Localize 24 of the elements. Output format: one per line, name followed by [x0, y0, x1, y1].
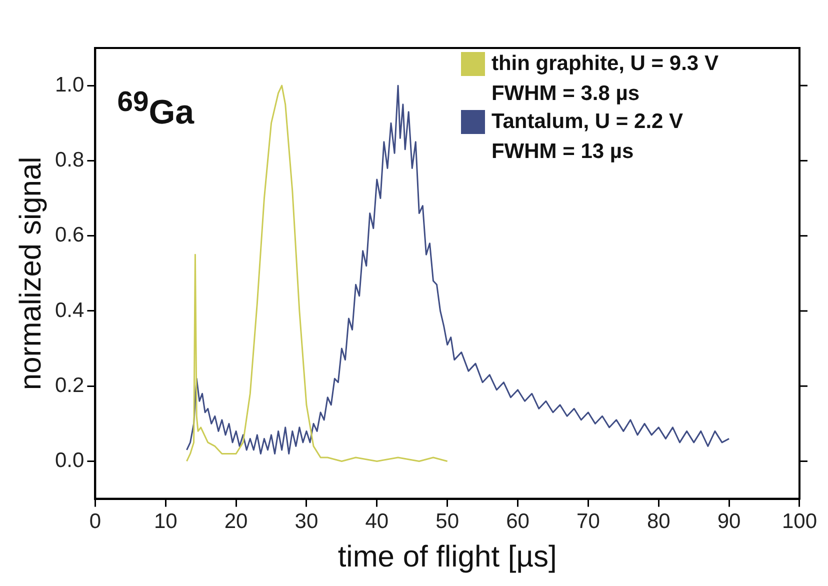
- legend-label: Tantalum, U = 2.2 V: [491, 110, 684, 134]
- x-axis-title: time of flight [µs]: [338, 540, 557, 574]
- annotation: $^{69}$Ga: [117, 86, 194, 132]
- x-tick-label: 10: [154, 510, 178, 534]
- y-tick-label: 0.8: [54, 148, 84, 172]
- y-tick-label: 0.4: [54, 298, 85, 322]
- y-tick-label: 0.0: [54, 449, 84, 472]
- x-tick-label: 70: [576, 510, 600, 534]
- legend-label: thin graphite, U = 9.3 V: [491, 52, 718, 76]
- y-axis-title: normalized signal: [14, 156, 48, 390]
- x-tick-label: 80: [646, 510, 670, 534]
- y-tick-label: 1.0: [54, 73, 84, 96]
- annotation: FWHM = 3.8 µs: [491, 82, 641, 106]
- x-tick-label: 0: [89, 510, 102, 534]
- x-tick-label: 20: [224, 510, 248, 534]
- x-tick-label: 100: [782, 510, 818, 534]
- y-tick-label: 0.2: [54, 374, 84, 397]
- annotation: FWHM = 13 µs: [491, 140, 635, 164]
- x-tick-label: 40: [365, 510, 389, 534]
- x-tick-label: 60: [506, 510, 530, 534]
- x-tick-label: 30: [294, 510, 318, 534]
- x-tick-label: 50: [436, 510, 460, 534]
- y-tick-label: 0.6: [54, 224, 84, 247]
- x-tick-label: 90: [717, 510, 741, 534]
